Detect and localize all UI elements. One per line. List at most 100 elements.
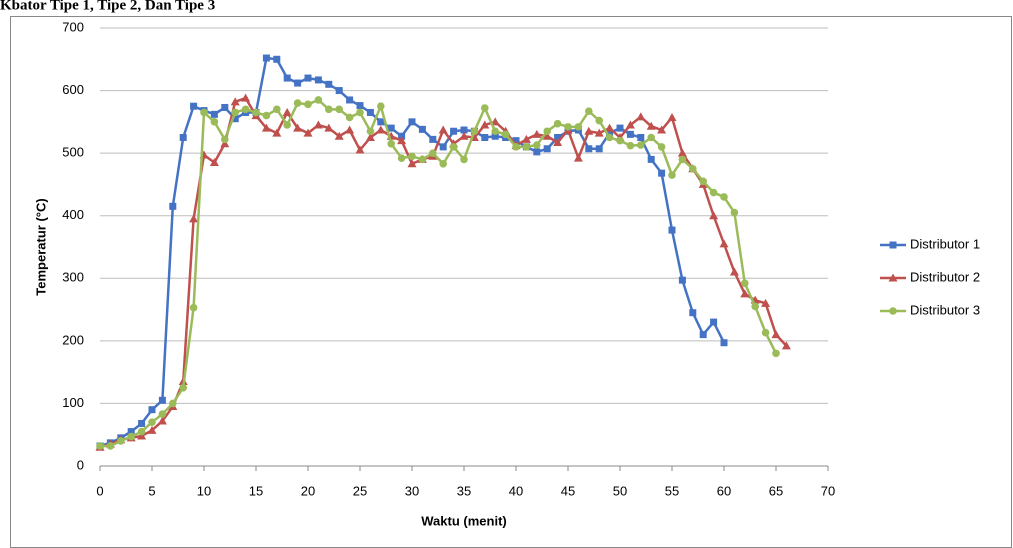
data-point (460, 155, 468, 164)
data-point (564, 123, 572, 131)
x-tick-label: 30 (405, 483, 419, 498)
data-point (179, 134, 187, 141)
data-point (709, 188, 718, 197)
data-point (781, 341, 791, 350)
data-point (771, 330, 781, 339)
y-tick-label: 500 (62, 145, 84, 160)
data-point (387, 124, 395, 132)
data-point (407, 159, 417, 168)
x-tick-label: 0 (96, 483, 103, 498)
data-point (689, 164, 697, 173)
data-point (117, 437, 125, 445)
data-point (729, 267, 739, 276)
data-point (231, 115, 239, 123)
data-point (325, 80, 333, 88)
data-point (273, 55, 281, 63)
data-point (261, 123, 271, 132)
data-point (533, 141, 541, 149)
legend-label: Distributor 2 (910, 269, 980, 284)
data-point (262, 54, 270, 62)
y-tick-label: 200 (62, 332, 84, 347)
data-point (127, 432, 135, 441)
data-point (377, 118, 385, 126)
data-point (480, 120, 490, 129)
data-point (647, 133, 655, 142)
data-point (169, 202, 177, 210)
data-point (293, 99, 302, 107)
legend-marker (889, 241, 897, 249)
data-point (210, 118, 219, 126)
x-tick-label: 10 (197, 483, 211, 498)
data-point (668, 171, 676, 179)
data-point (626, 141, 635, 150)
x-tick-label: 25 (353, 483, 367, 498)
data-point (397, 154, 406, 162)
data-point (231, 108, 239, 117)
data-point (408, 152, 416, 161)
data-point (667, 112, 677, 121)
data-point (553, 138, 563, 147)
chart-title: Kbator Tipe 1, Tipe 2, Dan Tipe 3 (0, 0, 215, 13)
data-point (335, 87, 343, 95)
data-point (512, 143, 520, 151)
data-point (221, 103, 229, 111)
data-point (637, 134, 645, 141)
data-point (220, 139, 230, 148)
data-point (761, 328, 770, 337)
y-tick-label: 700 (62, 19, 84, 34)
data-point (294, 79, 302, 87)
data-point (169, 399, 177, 408)
data-point (408, 118, 416, 126)
x-tick-label: 5 (148, 483, 155, 498)
data-point (595, 116, 603, 125)
data-point (221, 135, 229, 144)
data-point (657, 125, 667, 134)
data-point (533, 148, 541, 156)
data-point (554, 134, 562, 141)
data-point (522, 143, 531, 151)
data-point (418, 125, 426, 133)
data-point (491, 127, 500, 136)
data-point (137, 431, 147, 440)
x-tick-label: 45 (561, 483, 575, 498)
data-point (459, 131, 469, 140)
x-tick-label: 15 (249, 483, 263, 498)
data-point (636, 112, 646, 121)
data-point (366, 127, 375, 136)
data-point (741, 279, 749, 288)
data-point (646, 121, 656, 130)
data-point (460, 126, 468, 134)
data-point (512, 137, 520, 145)
data-point (346, 96, 354, 104)
x-tick-label: 65 (769, 483, 783, 498)
x-tick-label: 60 (717, 483, 731, 498)
x-tick-label: 40 (509, 483, 523, 498)
data-point (772, 349, 780, 358)
data-point (314, 76, 322, 84)
legend-marker (889, 307, 897, 315)
legend-label: Distributor 3 (910, 302, 980, 317)
data-point (387, 139, 396, 148)
data-point (304, 74, 312, 82)
data-point (283, 74, 291, 82)
data-point (189, 214, 199, 223)
data-point (397, 136, 407, 145)
data-point (668, 226, 676, 234)
y-tick-label: 0 (77, 457, 84, 472)
data-point (138, 419, 146, 427)
data-point (438, 125, 448, 134)
data-point (699, 177, 707, 186)
y-tick-label: 600 (62, 82, 84, 97)
data-point (418, 155, 427, 164)
data-point (324, 123, 334, 132)
data-point (272, 128, 282, 137)
legend-marker (888, 273, 898, 282)
data-point (491, 132, 499, 140)
data-point (147, 425, 157, 434)
data-point (450, 127, 458, 135)
data-point (720, 193, 728, 201)
data-point (262, 111, 271, 120)
data-point (521, 134, 531, 143)
data-point (157, 416, 167, 425)
